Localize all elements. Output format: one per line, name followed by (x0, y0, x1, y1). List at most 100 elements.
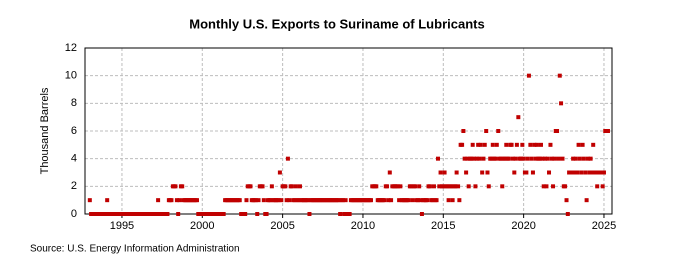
point (244, 198, 249, 203)
y-tick-label: 4 (71, 153, 77, 165)
point (477, 156, 482, 161)
point (261, 198, 266, 203)
point (248, 184, 253, 189)
x-tick-label: 2000 (190, 220, 214, 232)
point (526, 73, 531, 78)
point (292, 198, 297, 203)
point (484, 129, 489, 133)
point (585, 156, 590, 161)
point (557, 73, 562, 78)
point (269, 184, 274, 189)
point (470, 142, 475, 147)
point (589, 170, 594, 175)
point (533, 156, 538, 161)
point (593, 170, 598, 175)
point (442, 170, 447, 175)
y-tick-label: 0 (71, 208, 77, 220)
point (559, 101, 564, 106)
point (427, 184, 432, 189)
point (418, 198, 423, 203)
point (180, 184, 185, 189)
x-tick-label: 2025 (592, 220, 616, 232)
point (253, 198, 258, 203)
point (437, 184, 442, 189)
y-axis-label: Thousand Barrels (39, 87, 51, 174)
point (449, 184, 454, 189)
point (406, 198, 411, 203)
point (537, 156, 542, 161)
point (556, 156, 561, 161)
point (431, 184, 436, 189)
point (577, 156, 582, 161)
point (173, 184, 178, 189)
point (587, 170, 592, 175)
point (555, 129, 560, 133)
point (430, 198, 435, 203)
point (87, 198, 92, 203)
point (255, 212, 260, 216)
point (368, 198, 373, 203)
point (605, 129, 610, 133)
point (284, 198, 289, 203)
point (583, 170, 588, 175)
point (481, 156, 486, 161)
point (472, 156, 477, 161)
point (409, 184, 414, 189)
point (524, 170, 529, 175)
point (165, 212, 170, 216)
point (564, 198, 569, 203)
point (601, 170, 606, 175)
point (336, 198, 341, 203)
point (595, 184, 600, 189)
point (512, 170, 517, 175)
point (307, 212, 312, 216)
point (177, 198, 182, 203)
y-tick-label: 6 (71, 125, 77, 137)
point (445, 184, 450, 189)
point (268, 198, 273, 203)
point (453, 184, 458, 189)
point (486, 184, 491, 189)
point (552, 156, 557, 161)
point (528, 142, 533, 147)
point (490, 142, 495, 147)
point (565, 212, 570, 216)
point (572, 170, 577, 175)
point (584, 198, 589, 203)
y-tick-label: 10 (65, 70, 77, 82)
point (521, 156, 526, 161)
point (478, 142, 483, 147)
x-tick-label: 2010 (351, 220, 375, 232)
point (502, 156, 507, 161)
point (460, 142, 465, 147)
x-tick-label: 2015 (431, 220, 455, 232)
point (260, 184, 265, 189)
x-tick-label: 2005 (270, 220, 294, 232)
point (469, 156, 474, 161)
point (457, 198, 462, 203)
point (243, 212, 248, 216)
point (529, 156, 534, 161)
point (256, 198, 261, 203)
point (588, 156, 593, 161)
point (285, 156, 290, 161)
point (600, 184, 605, 189)
point (514, 142, 519, 147)
point (382, 198, 387, 203)
point (276, 198, 281, 203)
point (530, 170, 535, 175)
point (264, 212, 269, 216)
point (441, 184, 446, 189)
point (544, 184, 549, 189)
chart-title: Monthly U.S. Exports to Suriname of Lubr… (189, 16, 484, 31)
point (480, 170, 485, 175)
point (419, 212, 424, 216)
point (498, 156, 503, 161)
point (541, 184, 546, 189)
point (548, 142, 553, 147)
point (551, 184, 556, 189)
point (569, 170, 574, 175)
point (434, 198, 439, 203)
